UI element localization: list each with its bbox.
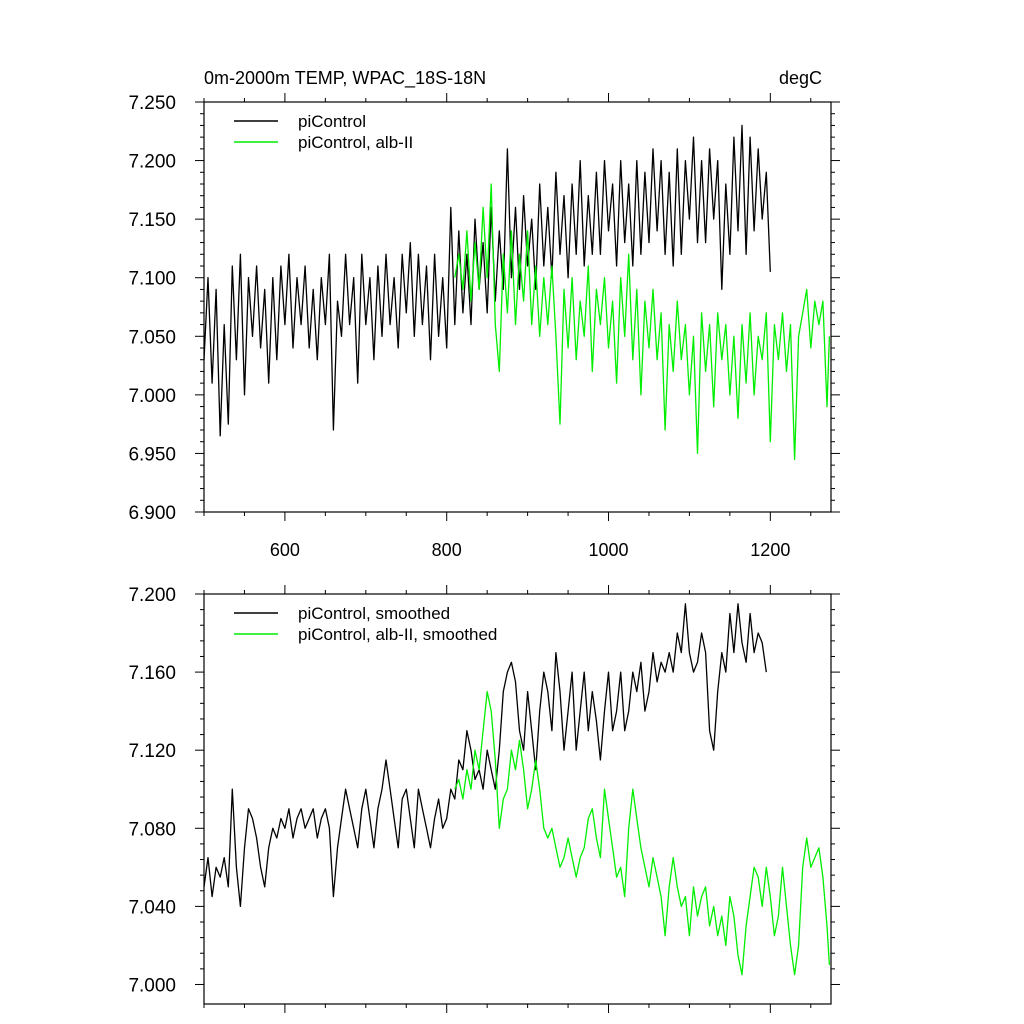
y-tick-label: 6.950 (128, 444, 176, 465)
legend-label-1: piControl, smoothed (298, 604, 450, 623)
x-tick-label: 1200 (750, 540, 790, 560)
y-tick-label: 7.250 (128, 93, 176, 114)
legend-label-1: piControl (298, 112, 366, 131)
x-tick-label: 1000 (588, 540, 628, 560)
y-tick-label: 7.000 (128, 386, 176, 407)
y-tick-label: 7.150 (128, 210, 176, 231)
y-tick-label: 6.900 (128, 503, 176, 524)
y-tick-label: 7.200 (128, 152, 176, 173)
panel-units: degC (779, 68, 822, 88)
y-tick-label: 7.040 (128, 897, 176, 918)
y-tick-label: 7.160 (128, 663, 176, 684)
plot-frame (203, 101, 832, 513)
top-panel: 0m-2000m TEMP, WPAC_18S-18N degC 600 800 1… (128, 68, 840, 560)
y-tick-label: 7.080 (128, 819, 176, 840)
legend-label-2: piControl, alb-II, smoothed (298, 625, 497, 644)
series-line-2 (454, 183, 831, 460)
x-tick-label: 800 (432, 540, 462, 560)
y-tick-label: 7.100 (128, 269, 176, 290)
plot-frame (203, 593, 832, 1005)
series-line-2 (454, 690, 831, 976)
x-tick-label: 600 (270, 540, 300, 560)
y-tick-label: 7.120 (128, 741, 176, 762)
legend-label-2: piControl, alb-II (298, 133, 413, 152)
series-line-1 (203, 603, 767, 908)
y-tick-label: 7.050 (128, 327, 176, 348)
y-tick-label: 7.200 (128, 585, 176, 606)
panel-title: 0m-2000m TEMP, WPAC_18S-18N (204, 68, 486, 89)
bottom-panel: 7.000 7.040 7.080 7.120 7.160 7.200 piControl… (128, 585, 840, 1013)
y-tick-label: 7.000 (128, 975, 176, 996)
series-line-1 (203, 124, 771, 437)
